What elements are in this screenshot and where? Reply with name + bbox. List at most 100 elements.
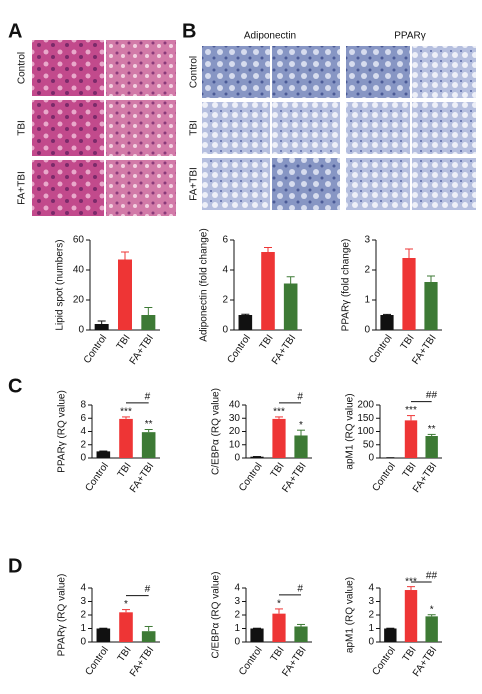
significance-label: * [277,599,281,610]
y-axis-label: C/EBPα (RQ value) [211,572,222,659]
x-tick-label: TBI [269,645,287,664]
y-tick-label: 100 [357,426,374,437]
y-tick-label: 1 [368,623,374,634]
bar [380,315,394,330]
bar [384,628,397,642]
comparison-label: ## [426,390,438,401]
bar [261,252,275,330]
y-tick-label: 2 [222,295,228,306]
bar [384,457,397,459]
x-tick-label: FA+TBI [128,333,156,367]
x-tick-label: FA+TBI [128,645,156,679]
row-label: TBI [189,120,200,136]
histology-a [32,40,176,216]
comparison-label: # [145,392,151,403]
column-label: PPARγ [394,31,426,42]
y-tick-label: 0 [368,637,374,648]
y-tick-label: 10 [229,439,241,450]
comparison-label: # [297,392,303,403]
y-axis-label: PPARγ (RQ value) [57,390,68,473]
y-tick-label: 3 [234,596,240,607]
comparison-label: ## [426,571,438,582]
x-tick-label: Control [83,645,111,678]
y-tick-label: 6 [222,235,228,246]
y-tick-label: 2 [368,610,374,621]
bar [424,282,438,330]
y-tick-label: 0 [368,453,374,464]
y-axis-label: apM1 (RQ value) [345,577,356,653]
bar [294,435,308,458]
y-tick-label: 1 [80,623,86,634]
x-tick-label: FA+TBI [270,333,298,367]
bar [404,420,418,458]
y-tick-label: 3 [364,235,370,246]
bar [402,258,416,330]
y-tick-label: 3 [80,596,86,607]
column-label: Adiponectin [244,31,296,42]
y-axis-label: PPARγ (fold change) [341,239,352,332]
y-axis-label: PPARγ (RQ value) [57,574,68,657]
bar [404,590,418,642]
significance-label: * [124,599,128,610]
x-tick-label: Control [370,461,398,494]
x-tick-label: Control [225,333,253,366]
y-tick-label: 1 [234,623,240,634]
y-tick-label: 0 [78,325,84,336]
x-tick-label: TBI [401,645,419,664]
y-axis-label: C/EBPα (RQ value) [211,388,222,475]
bar [272,613,286,642]
y-tick-label: 20 [73,295,85,306]
y-tick-label: 4 [222,265,228,276]
y-tick-label: 2 [80,610,86,621]
y-axis-label: apM1 (RQ value) [345,393,356,469]
y-tick-label: 4 [368,583,374,594]
y-tick-label: 1 [364,295,370,306]
bar [141,315,156,330]
y-tick-label: 6 [80,413,86,424]
significance-label: * [299,420,303,431]
significance-label: *** [120,407,132,418]
panel-letter: C [8,375,22,397]
bar [250,456,264,458]
bar [272,418,286,458]
x-tick-label: FA+TBI [128,461,156,495]
x-tick-label: TBI [399,333,417,352]
bar [119,612,133,642]
y-tick-label: 4 [80,583,86,594]
x-tick-label: TBI [116,461,134,480]
comparison-label: # [297,584,303,595]
y-tick-label: 0 [222,325,228,336]
y-tick-label: 200 [357,400,374,411]
bar [425,436,438,458]
x-tick-label: TBI [401,461,419,480]
significance-label: ** [145,419,153,430]
y-tick-label: 2 [80,439,86,450]
row-label: FA+TBI [189,167,200,201]
x-tick-label: TBI [116,645,134,664]
x-tick-label: Control [370,645,398,678]
y-tick-label: 0 [234,453,240,464]
bar [294,626,308,642]
bar [96,451,111,458]
bar [141,631,156,642]
significance-label: *** [405,405,417,416]
panel-letter: D [8,555,22,577]
y-tick-label: 20 [229,426,241,437]
x-tick-label: TBI [258,333,276,352]
y-tick-label: 0 [80,637,86,648]
y-tick-label: 3 [368,596,374,607]
row-label: Control [189,56,200,88]
significance-label: ** [428,424,436,435]
bar [283,283,298,330]
y-tick-label: 4 [80,426,86,437]
bar [94,324,109,330]
bar [118,259,132,330]
y-tick-label: 2 [234,610,240,621]
y-tick-label: 0 [364,325,370,336]
y-tick-label: 30 [229,413,241,424]
bar [238,315,253,330]
y-tick-label: 0 [80,453,86,464]
y-tick-label: 40 [229,400,241,411]
row-label: FA+TBI [17,171,28,205]
panel-letter: B [182,20,196,42]
